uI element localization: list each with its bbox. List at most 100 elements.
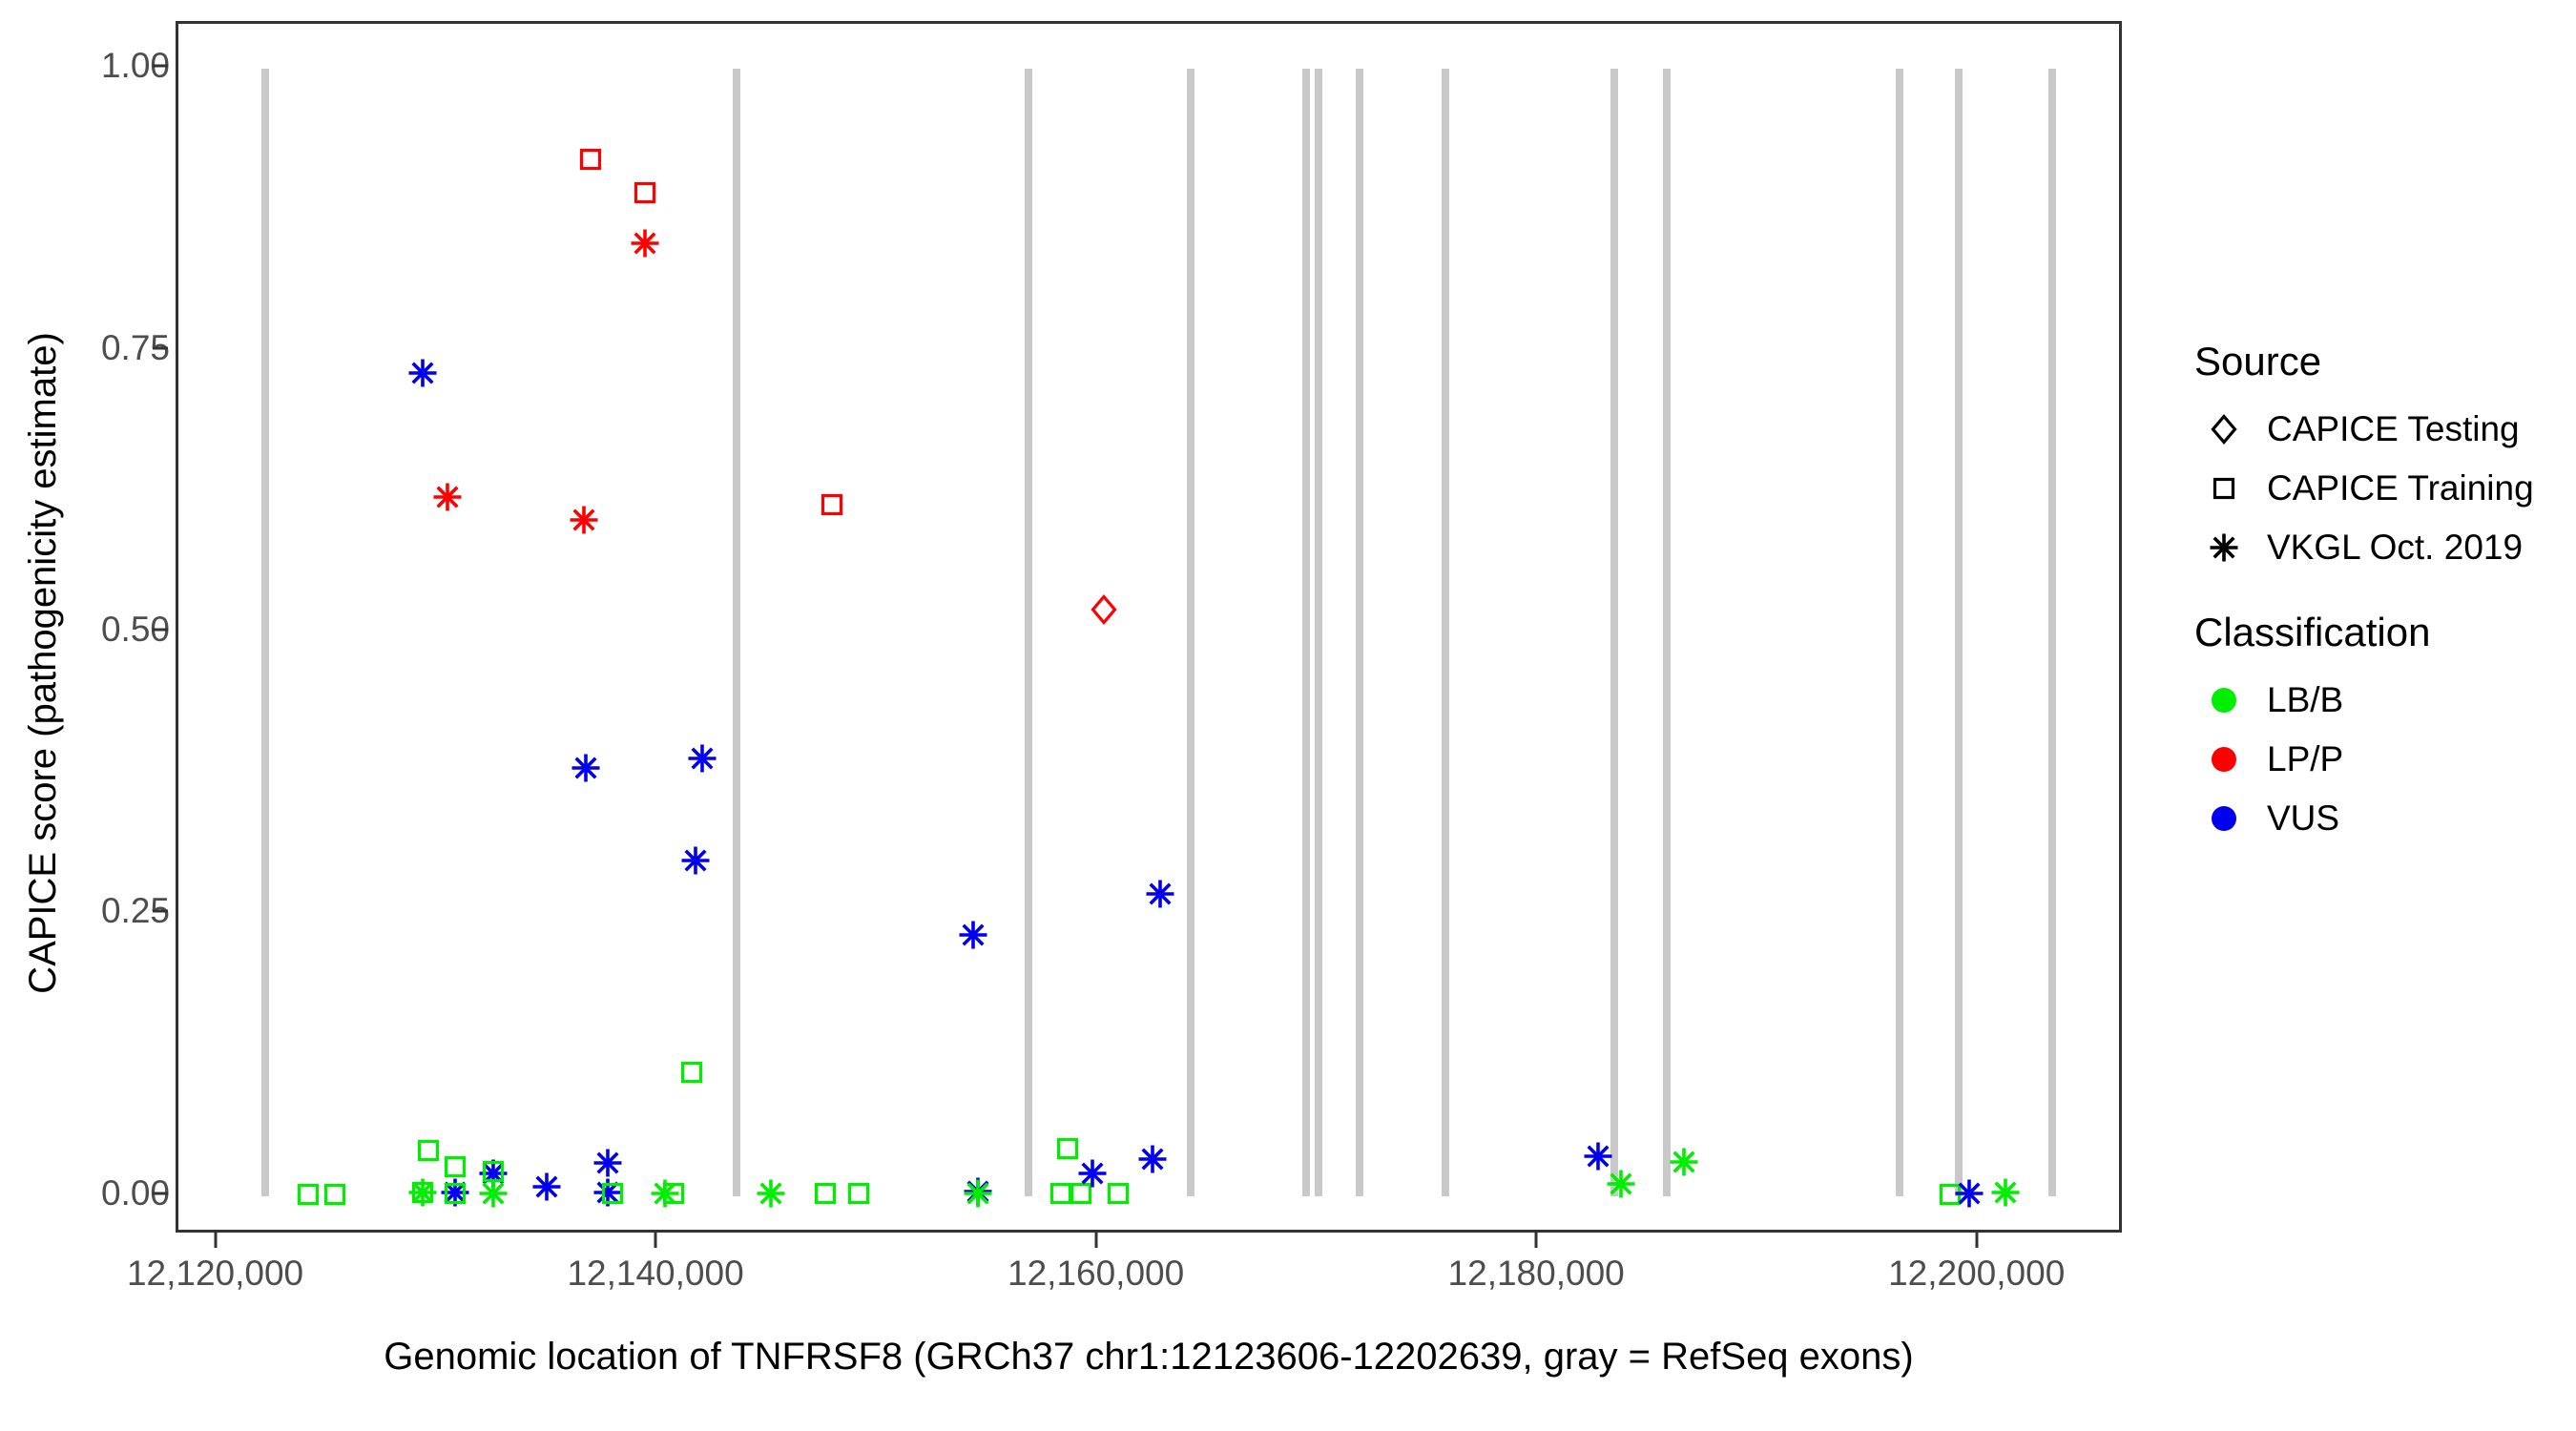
asterisk-icon [2194, 518, 2254, 577]
x-tick-mark [654, 1233, 657, 1248]
exon-line [2047, 69, 2056, 1196]
exon-line [1186, 69, 1195, 1196]
legend-label: VUS [2267, 798, 2340, 838]
data-point [809, 1177, 841, 1210]
data-point [530, 1171, 563, 1203]
data-point [1668, 1146, 1700, 1178]
legend-item-source-square[interactable]: CAPICE Training [2194, 459, 2566, 518]
exon-line [1955, 69, 1963, 1196]
x-tick-label: 12,200,000 [1888, 1254, 2066, 1293]
diamond-icon [2194, 400, 2254, 459]
data-point [292, 1178, 324, 1211]
data-point [816, 488, 848, 521]
legend-group-classification: Classification LB/B LP/P VUS [2194, 610, 2566, 848]
exon-line [1610, 69, 1618, 1196]
x-tick-label: 12,140,000 [567, 1254, 744, 1293]
legend-color-swatch [2212, 747, 2236, 772]
x-tick-mark [1975, 1233, 1979, 1248]
y-tick-mark [153, 346, 168, 350]
y-tick-label: 0.50 [100, 609, 170, 649]
data-point [842, 1177, 875, 1210]
exon-line [1314, 69, 1322, 1196]
legend-label: CAPICE Training [2267, 468, 2534, 508]
x-axis-ticks: 12,120,000 12,140,000 12,160,000 12,180,000… [127, 1233, 2122, 1299]
plot-panel [176, 21, 2122, 1233]
legend-item-classification-2[interactable]: VUS [2194, 789, 2566, 848]
data-point [629, 227, 661, 259]
exon-line [1301, 69, 1310, 1196]
legend-label: VKGL Oct. 2019 [2267, 528, 2524, 567]
y-tick-mark [153, 1192, 168, 1195]
data-point [1045, 1177, 1077, 1210]
legend-color-swatch [2212, 688, 2236, 713]
x-tick-mark [214, 1233, 218, 1248]
data-point [574, 143, 607, 176]
data-point [592, 1147, 624, 1179]
data-point [439, 1151, 471, 1183]
y-tick-label: 1.00 [100, 46, 170, 86]
square-icon [2194, 459, 2254, 518]
x-tick-mark [1094, 1233, 1098, 1248]
legend-item-source-asterisk[interactable]: VKGL Oct. 2019 [2194, 518, 2566, 577]
color-dot-icon [2194, 730, 2254, 789]
exon-line [1895, 69, 1903, 1196]
data-point [962, 1177, 994, 1210]
legend-label: LB/B [2267, 680, 2344, 719]
legend-item-classification-1[interactable]: LP/P [2194, 730, 2566, 789]
exon-line [1024, 69, 1032, 1196]
legend-item-source-diamond[interactable]: CAPICE Testing [2194, 400, 2566, 459]
x-tick-mark [1534, 1233, 1538, 1248]
legend-label: LP/P [2267, 739, 2344, 778]
data-point [1051, 1132, 1084, 1165]
data-point [568, 504, 600, 536]
data-point [957, 919, 989, 951]
legend-color-swatch [2212, 806, 2236, 831]
x-tick-label: 12,160,000 [1008, 1254, 1185, 1293]
exon-line [260, 69, 269, 1196]
data-point [686, 742, 718, 775]
legend-label: CAPICE Testing [2267, 409, 2520, 448]
y-tick-label: 0.00 [100, 1172, 170, 1213]
data-point [596, 1177, 629, 1210]
legend-title-classification: Classification [2194, 610, 2431, 654]
data-point [1989, 1176, 2022, 1209]
data-point [1065, 1177, 1097, 1210]
data-point [406, 1176, 439, 1209]
data-point [1144, 878, 1176, 910]
color-dot-icon [2194, 671, 2254, 730]
data-point [406, 357, 439, 389]
legend-item-classification-0[interactable]: LB/B [2194, 671, 2566, 730]
x-tick-label: 12,120,000 [126, 1254, 304, 1293]
data-point [439, 1177, 471, 1210]
legend-title-source: Source [2194, 339, 2322, 384]
data-point [675, 1056, 708, 1089]
data-point [1136, 1143, 1169, 1175]
color-dot-icon [2194, 789, 2254, 848]
data-point [1605, 1168, 1637, 1200]
exon-line [1442, 69, 1450, 1196]
legend-source-items: CAPICE Testing CAPICE Training VKGL Oct. 2… [2194, 400, 2566, 577]
data-point [1582, 1140, 1614, 1172]
data-point [477, 1177, 509, 1210]
x-axis-title: Genomic location of TNFRSF8 (GRCh37 chr1… [384, 1336, 1914, 1378]
y-axis-ticks: 0.00 0.25 0.50 0.75 1.00 [0, 0, 170, 1431]
data-point [1953, 1177, 1985, 1210]
data-point [1076, 1157, 1109, 1190]
data-point [412, 1134, 445, 1167]
exon-line [1356, 69, 1364, 1196]
legend-classification-items: LB/B LP/P VUS [2194, 671, 2566, 848]
legend-group-source: Source CAPICE Testing CAPICE Training VKGL… [2194, 339, 2566, 577]
data-point [629, 176, 661, 209]
data-point [1102, 1177, 1134, 1210]
data-point [755, 1177, 787, 1210]
data-points-layer [178, 24, 2119, 1230]
data-point [431, 481, 464, 513]
x-tick-label: 12,180,000 [1447, 1254, 1625, 1293]
exon-line [732, 69, 740, 1196]
data-point [1088, 593, 1120, 626]
exon-lines-layer [178, 24, 2119, 1230]
data-point [657, 1177, 690, 1210]
legend: Source CAPICE Testing CAPICE Training VKGL… [2194, 339, 2566, 881]
y-tick-mark [153, 909, 168, 913]
